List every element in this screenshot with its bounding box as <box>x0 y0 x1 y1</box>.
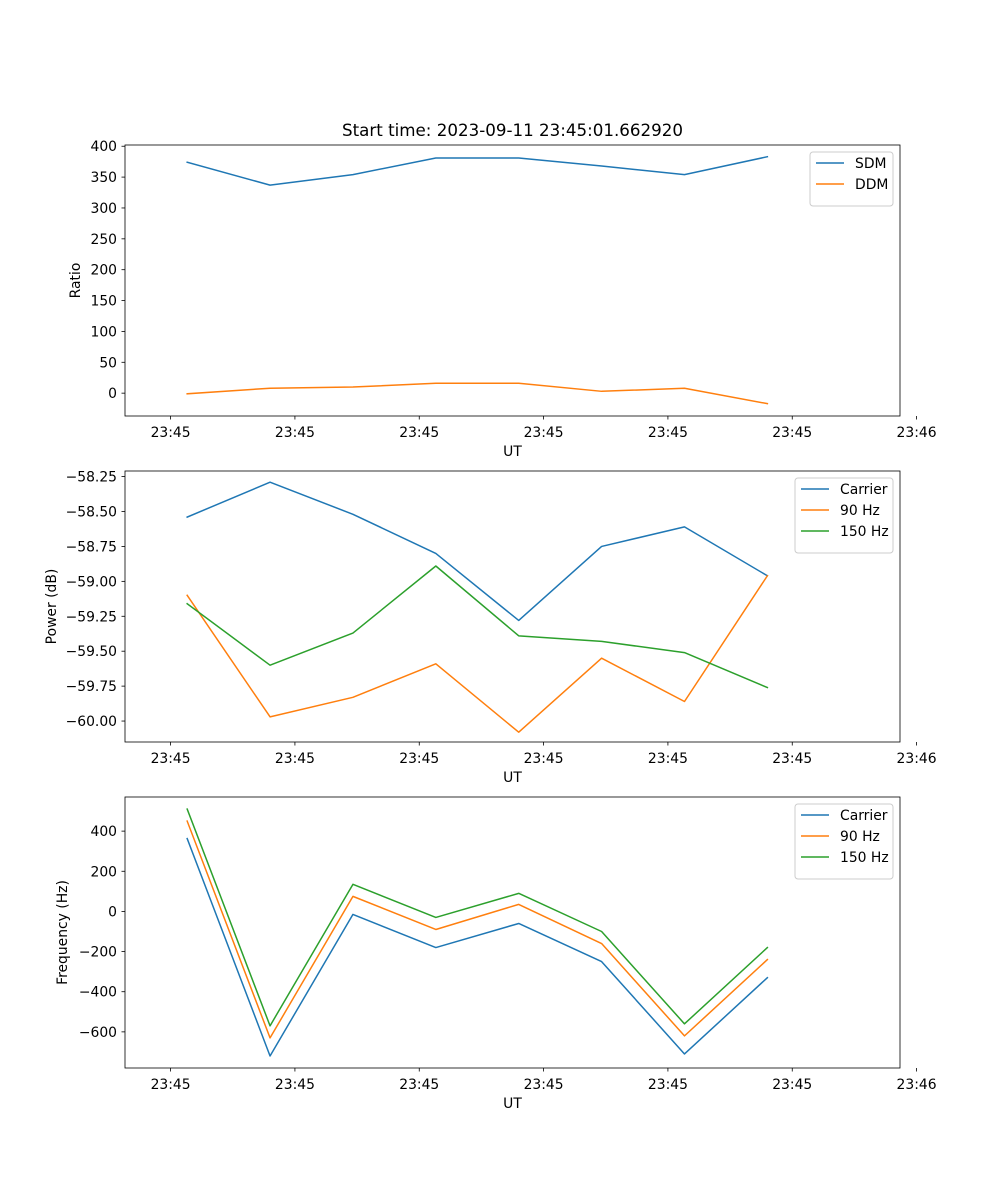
frequency-y-tick-label: 0 <box>108 904 117 920</box>
frequency-legend-label: 150 Hz <box>840 850 889 866</box>
frequency-x-tick-label: 23:45 <box>524 1077 564 1093</box>
power-x-tick-label: 23:45 <box>772 751 812 767</box>
ratio-x-tick-label: 23:45 <box>524 425 564 441</box>
frequency-legend-label: Carrier <box>840 808 888 824</box>
frequency-legend: Carrier 90 Hz 150 Hz <box>794 803 894 880</box>
ratio-y-tick-label: 300 <box>90 201 117 217</box>
subplot-power: 23:45 23:45 23:45 23:45 23:45 23:45 23:46 −60.0… <box>44 470 937 786</box>
power-legend-label: Carrier <box>840 482 888 498</box>
power-series-carrier-line <box>186 481 769 622</box>
frequency-y-tick-label: −200 <box>79 945 117 961</box>
ratio-series-ddm-line <box>186 382 769 405</box>
power-series-150-hz-line <box>186 565 769 689</box>
ratio-series-sdm-line <box>186 155 769 186</box>
ratio-y-tick-label: 400 <box>90 139 117 155</box>
ratio-y-axis-label: Ratio <box>68 263 84 299</box>
ratio-legend-box <box>809 151 894 207</box>
power-x-tick-label: 23:45 <box>275 751 315 767</box>
frequency-series-90-hz-line <box>186 820 769 1039</box>
ratio-legend: SDM DDM <box>809 151 894 207</box>
frequency-legend-box <box>794 803 894 880</box>
power-x-tick-label: 23:46 <box>897 751 937 767</box>
ratio-x-axis-label: UT <box>503 444 522 460</box>
frequency-x-tick-label: 23:45 <box>772 1077 812 1093</box>
frequency-x-tick-label: 23:46 <box>897 1077 937 1093</box>
frequency-x-tick-label: 23:45 <box>151 1077 191 1093</box>
ratio-y-tick-label: 0 <box>108 386 117 402</box>
frequency-x-axis-label: UT <box>503 1096 522 1112</box>
subplot-frequency: 23:45 23:45 23:45 23:45 23:45 23:45 23:46 −600 −… <box>55 796 937 1112</box>
power-x-tick-label: 23:45 <box>399 751 439 767</box>
power-y-tick-label: −58.25 <box>66 470 117 486</box>
power-x-axis-label: UT <box>503 770 522 786</box>
ratio-y-tick-label: 350 <box>90 170 117 186</box>
ratio-x-tick-label: 23:45 <box>151 425 191 441</box>
power-y-tick-label: −59.25 <box>66 609 117 625</box>
ratio-y-tick-label: 150 <box>90 294 117 310</box>
frequency-y-tick-label: −400 <box>79 985 117 1001</box>
power-x-tick-label: 23:45 <box>151 751 191 767</box>
frequency-x-tick-label: 23:45 <box>399 1077 439 1093</box>
power-y-tick-label: −59.50 <box>66 644 117 660</box>
ratio-x-tick-label: 23:45 <box>399 425 439 441</box>
ratio-y-tick-label: 100 <box>90 324 117 340</box>
power-legend-label: 150 Hz <box>840 524 889 540</box>
ratio-legend-label: SDM <box>855 156 887 172</box>
power-y-tick-label: −59.75 <box>66 679 117 695</box>
frequency-y-tick-label: −600 <box>79 1025 117 1041</box>
ratio-x-tick-label: 23:46 <box>897 425 937 441</box>
frequency-y-tick-label: 400 <box>90 824 117 840</box>
power-y-axis-label: Power (dB) <box>44 569 60 645</box>
frequency-series-150-hz-line <box>186 808 769 1027</box>
ratio-y-tick-label: 250 <box>90 232 117 248</box>
ratio-x-tick-label: 23:45 <box>275 425 315 441</box>
ratio-x-tick-label: 23:45 <box>772 425 812 441</box>
subplot-ratio: 23:45 23:45 23:45 23:45 23:45 23:45 23:46 0 50 10… <box>68 139 937 460</box>
frequency-axes-frame <box>124 796 901 1069</box>
frequency-series-carrier-line <box>186 837 769 1057</box>
power-y-tick-label: −58.50 <box>66 505 117 521</box>
ratio-legend-label: DDM <box>855 177 888 193</box>
ratio-y-tick-label: 50 <box>99 355 117 371</box>
power-legend-label: 90 Hz <box>840 503 880 519</box>
power-series-90-hz-line <box>186 574 769 733</box>
frequency-x-tick-label: 23:45 <box>648 1077 688 1093</box>
frequency-x-tick-label: 23:45 <box>275 1077 315 1093</box>
ratio-y-tick-label: 200 <box>90 263 117 279</box>
power-axes-frame <box>124 470 901 743</box>
power-legend-box <box>794 477 894 554</box>
frequency-y-tick-label: 200 <box>90 864 117 880</box>
frequency-y-axis-label: Frequency (Hz) <box>55 880 71 985</box>
power-x-tick-label: 23:45 <box>524 751 564 767</box>
power-y-tick-label: −59.00 <box>66 574 117 590</box>
power-y-tick-label: −60.00 <box>66 714 117 730</box>
figure-title: Start time: 2023-09-11 23:45:01.662920 <box>342 120 683 140</box>
power-legend: Carrier 90 Hz 150 Hz <box>794 477 894 554</box>
power-x-tick-label: 23:45 <box>648 751 688 767</box>
ratio-x-tick-label: 23:45 <box>648 425 688 441</box>
ratio-axes-frame <box>124 144 901 417</box>
power-y-tick-label: −58.75 <box>66 539 117 555</box>
frequency-legend-label: 90 Hz <box>840 829 880 845</box>
